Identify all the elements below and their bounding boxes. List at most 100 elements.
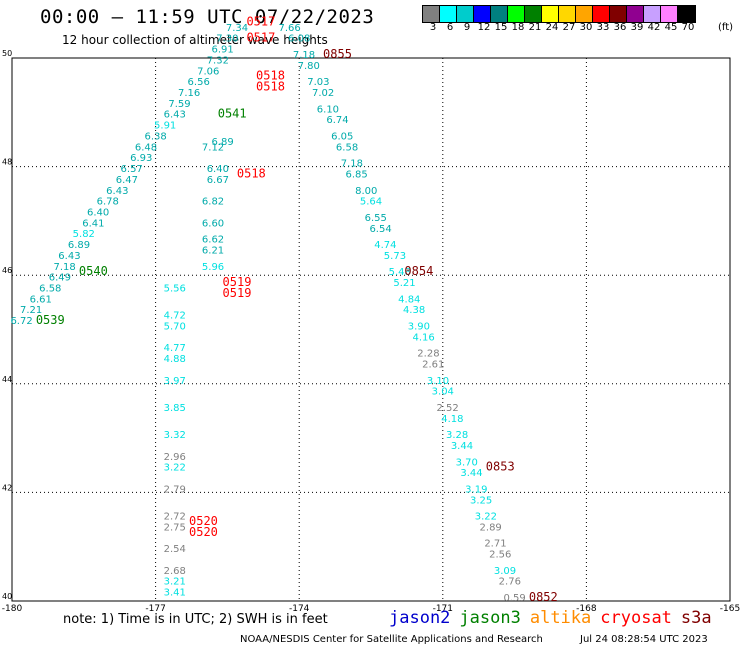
swh-data-label: 6.91 xyxy=(211,45,233,56)
mission-legend: jason2 jason3 altika cryosat s3a xyxy=(389,608,721,628)
chart-subtitle: 12 hour collection of altimeter wave hei… xyxy=(62,33,328,47)
swh-data-label: 2.54 xyxy=(164,544,186,555)
plot-frame xyxy=(11,57,731,602)
swh-data-label: 6.58 xyxy=(39,283,61,294)
swh-data-label: 4.16 xyxy=(413,332,435,343)
swh-data-label: 7.03 xyxy=(307,77,329,88)
legend-label: 12 xyxy=(477,22,491,33)
swh-data-label: 6.10 xyxy=(317,104,339,115)
y-tick-label: 44 xyxy=(2,375,12,384)
swh-data-label: 6.49 xyxy=(49,273,71,284)
swh-data-label: 5.82 xyxy=(73,229,95,240)
swh-data-label: 3.25 xyxy=(470,495,492,506)
legend-swatch xyxy=(423,6,440,22)
swh-data-label: 6.89 xyxy=(211,137,233,148)
pass-time-label: 0517 xyxy=(246,14,275,28)
legend-swatch xyxy=(508,6,525,22)
swh-data-label: 6.08 xyxy=(288,34,310,45)
x-tick-label: -168 xyxy=(576,604,597,614)
pass-time-label: 0520 xyxy=(189,514,218,528)
swh-data-label: 6.38 xyxy=(144,131,166,142)
swh-data-label: 4.77 xyxy=(164,343,186,354)
swh-data-label: 4.18 xyxy=(441,414,463,425)
swh-data-label: 2.28 xyxy=(417,349,439,360)
legend-swatch xyxy=(525,6,542,22)
swh-data-label: 3.09 xyxy=(494,566,516,577)
swh-data-label: 7.12 xyxy=(202,142,224,153)
swh-data-label: 6.21 xyxy=(202,245,224,256)
swh-data-label: 6.48 xyxy=(135,142,157,153)
swh-data-label: 3.41 xyxy=(164,588,186,599)
swh-data-label: 8.00 xyxy=(355,186,377,197)
swh-data-label: 6.47 xyxy=(116,175,138,186)
legend-label: 39 xyxy=(630,22,644,33)
swh-data-label: 3.28 xyxy=(446,430,468,441)
swh-data-label: 5.21 xyxy=(393,278,415,289)
swh-data-label: 2.61 xyxy=(422,360,444,371)
mission-legend-item: s3a xyxy=(680,608,712,628)
legend-swatch xyxy=(457,6,474,22)
legend-swatch xyxy=(576,6,593,22)
y-tick-label: 50 xyxy=(2,49,12,58)
swh-data-label: 6.05 xyxy=(331,131,353,142)
pass-time-label: 0518 xyxy=(237,166,266,180)
credit-text: NOAA/NESDIS Center for Satellite Applica… xyxy=(240,634,543,645)
legend-label: 30 xyxy=(579,22,593,33)
swh-data-label: 7.59 xyxy=(168,99,190,110)
swh-data-label: 7.02 xyxy=(312,88,334,99)
swh-data-label: 3.44 xyxy=(451,441,473,452)
pass-time-label: 0541 xyxy=(218,107,247,121)
legend-swatch xyxy=(440,6,457,22)
x-tick-label: -171 xyxy=(433,604,453,614)
swh-data-label: 2.96 xyxy=(164,452,186,463)
legend-label: 33 xyxy=(596,22,610,33)
legend-swatch xyxy=(644,6,661,22)
swh-data-label: 7.18 xyxy=(293,50,315,61)
legend-label: 6 xyxy=(446,22,454,33)
swh-data-label: 6.43 xyxy=(106,186,128,197)
x-tick-label: -180 xyxy=(2,604,23,614)
swh-data-label: 6.85 xyxy=(346,169,368,180)
swh-data-label: 6.54 xyxy=(369,224,391,235)
swh-data-label: 2.72 xyxy=(164,512,186,523)
pass-time-label: 0540 xyxy=(79,264,108,278)
swh-data-label: 7.06 xyxy=(197,66,219,77)
legend-label: 45 xyxy=(664,22,678,33)
pass-time-label: 0518 xyxy=(256,80,285,94)
swh-data-label: 3.85 xyxy=(164,403,186,414)
swh-data-label: 6.74 xyxy=(326,115,348,126)
legend-unit: (ft) xyxy=(718,22,734,33)
swh-data-label: 6.57 xyxy=(121,164,143,175)
swh-data-label: 6.60 xyxy=(202,218,224,229)
swh-data-label: 5.64 xyxy=(360,197,382,208)
swh-data-label: 2.71 xyxy=(484,539,506,550)
page-title: 00:00 – 11:59 UTC 07/22/2023 xyxy=(40,6,375,28)
swh-data-label: 7.16 xyxy=(178,88,200,99)
pass-time-label: 0852 xyxy=(529,590,558,604)
pass-time-label: 0519 xyxy=(223,286,252,300)
swh-data-label: 6.89 xyxy=(68,240,90,251)
swh-data-label: 3.04 xyxy=(432,387,454,398)
swh-data-label: 6.43 xyxy=(164,110,186,121)
legend-swatch xyxy=(542,6,559,22)
pass-time-label: 0518 xyxy=(256,69,285,83)
legend-label: 24 xyxy=(545,22,559,33)
swh-data-label: 7.21 xyxy=(20,305,42,316)
legend-swatch xyxy=(610,6,627,22)
pass-time-label: 0539 xyxy=(36,313,65,327)
pass-time-label: 0854 xyxy=(404,264,433,278)
swh-data-label: 7.18 xyxy=(54,262,76,273)
legend-swatch xyxy=(474,6,491,22)
swh-data-label: 4.72 xyxy=(164,311,186,322)
swh-data-label: 0.59 xyxy=(503,593,525,604)
mission-legend-item: jason3 xyxy=(459,608,521,628)
swh-data-label: 2.76 xyxy=(499,577,521,588)
legend-label: 21 xyxy=(528,22,542,33)
y-tick-label: 46 xyxy=(2,266,12,275)
pass-time-label: 0853 xyxy=(486,460,515,474)
swh-data-label: 4.84 xyxy=(398,294,420,305)
swh-data-label: 4.88 xyxy=(164,354,186,365)
swh-data-label: 3.10 xyxy=(427,376,449,387)
swh-data-label: 6.58 xyxy=(336,142,358,153)
legend-label: 70 xyxy=(681,22,695,33)
